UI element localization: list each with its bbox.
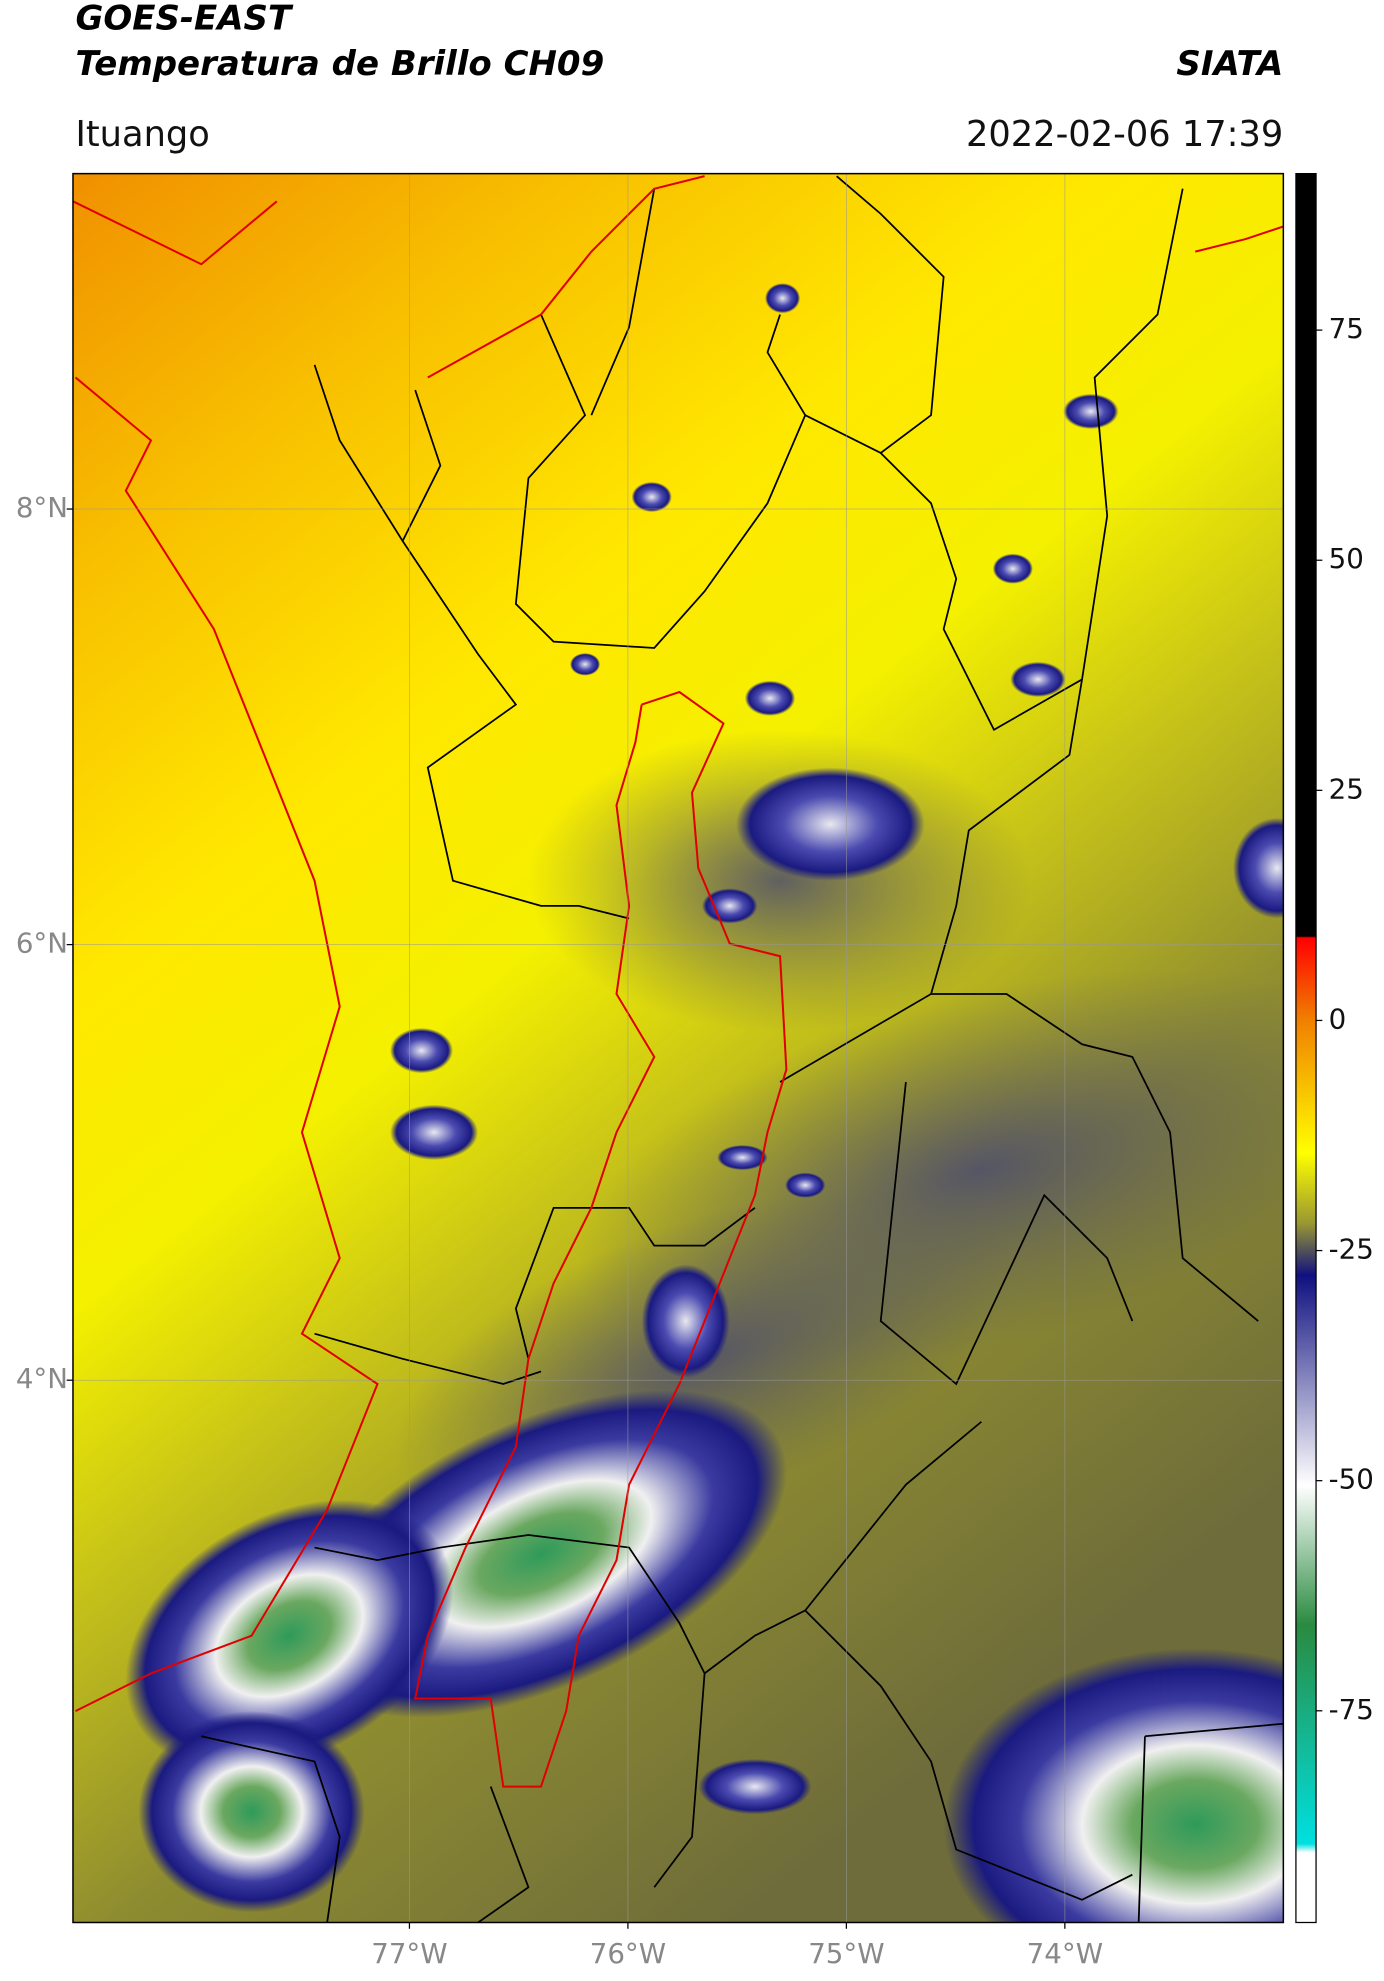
location: Ituango	[75, 114, 209, 155]
x-tick-label: 75°W	[808, 1937, 884, 1970]
colorbar-tick-label: -50	[1329, 1463, 1374, 1496]
x-tick-label: 76°W	[590, 1937, 666, 1970]
source: SIATA	[1176, 44, 1283, 84]
colorbar-tick-label: 50	[1329, 542, 1364, 575]
map-image	[72, 173, 1284, 1923]
map-frame	[72, 172, 1285, 1924]
colorbar-tick-label: 25	[1329, 772, 1364, 805]
y-tick-label: 6°N	[16, 927, 68, 960]
subtitle: Temperatura de Brillo CH09	[75, 44, 604, 84]
colorbar-tick-label: -25	[1329, 1233, 1374, 1266]
colorbar-tick-label: 75	[1329, 312, 1364, 345]
colorbar-tick-label: -75	[1329, 1693, 1374, 1726]
y-tick-label: 4°N	[16, 1362, 68, 1395]
axes: 8°N 6°N 4°N 77°W 76°W 75°W 74°W	[16, 491, 1103, 1970]
x-tick-label: 74°W	[1027, 1937, 1103, 1970]
datetime: 2022-02-06 17:39	[966, 114, 1283, 155]
title: GOES-EAST	[75, 0, 293, 39]
colorbar-ticks: 75 50 25 0 -25 -50 -75	[1316, 312, 1374, 1726]
grid	[72, 173, 1284, 1923]
colorbar	[1295, 172, 1317, 1924]
colorbar-tick-label: 0	[1329, 1002, 1347, 1035]
y-tick-label: 8°N	[16, 491, 68, 524]
x-tick-label: 77°W	[371, 1937, 447, 1970]
